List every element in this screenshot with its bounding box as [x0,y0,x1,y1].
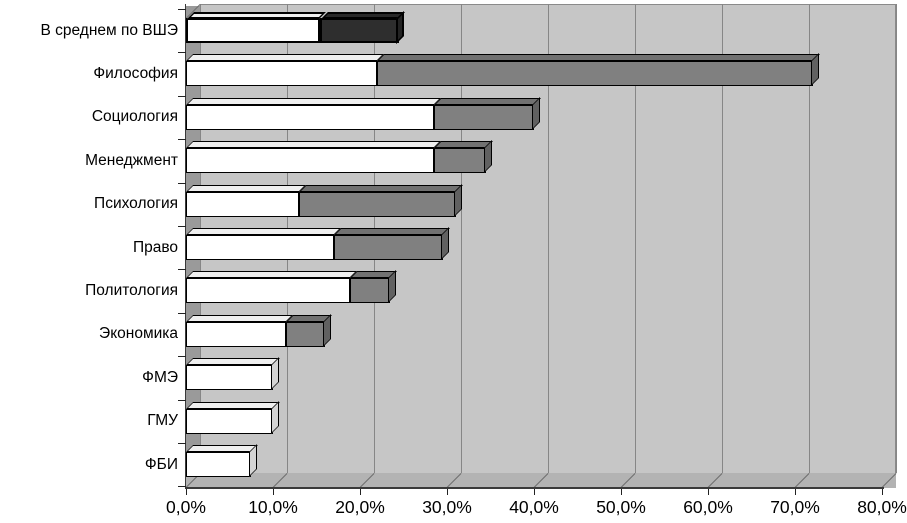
bar-segment-top-face [186,401,280,409]
bar-segment-top-face [186,358,280,366]
bar-segment-series-1 [186,357,280,391]
bar-segment-series-2 [286,313,332,347]
bar-segment-top-face [186,141,441,149]
bar-segment-series-1 [186,314,293,347]
bar-row [186,313,332,347]
category-axis-tick [178,443,186,444]
category-label: Социология [91,108,178,126]
bar-segment-top-face [186,271,357,279]
bar-segment-series-1 [186,228,341,260]
bar-row [186,96,541,130]
x-axis-tick-label: 0,0% [166,497,206,517]
category-axis-tick [178,486,186,488]
bar-segment-series-1 [186,400,280,434]
value-axis-tick [882,489,883,495]
bar-row [186,357,280,391]
category-label: Психология [94,195,178,213]
gridline [722,4,723,473]
bar-segment-series-1 [186,12,326,43]
value-axis-tick [708,489,709,495]
category-axis-tick [178,52,186,54]
category-axis-tick [178,139,186,141]
category-axis-tick [178,312,186,314]
bar-segment-top-face [299,184,463,192]
bar-segment-series-2 [434,96,541,130]
gridline [548,4,549,473]
bar-segment-top-face [186,314,293,322]
value-axis-tick [621,489,622,495]
bar-row [186,400,280,434]
gridline [809,4,810,473]
bar-segment-series-2 [434,140,493,174]
bar-segment-top-face [186,445,258,452]
bar-segment-top-face [186,228,341,235]
bar-segment-series-2 [350,270,397,304]
bar-segment-top-face [334,228,450,235]
x-axis-tick-label: 40,0% [509,497,559,517]
category-label: Экономика [99,325,178,343]
category-axis-tick [178,9,186,10]
bar-segment-series-1 [186,444,258,477]
category-label: ГМУ [147,412,178,430]
x-axis-tick-label: 10,0% [248,497,298,517]
bar-row [186,53,820,87]
bar-row [186,183,463,217]
bar-row [186,444,258,477]
gridline [635,4,636,473]
value-axis-tick [534,489,535,495]
category-axis-tick [178,399,186,401]
category-axis-tick [178,226,186,227]
bar-segment-top-face [186,184,306,192]
bar-segment-top-face [187,12,326,19]
bar-segment-series-1 [186,54,384,87]
bar-segment-series-1 [186,271,357,304]
bar-row [186,140,493,174]
bar-row [186,11,405,44]
category-label: Менеджмент [85,151,178,169]
x-axis-tick-label: 80,0% [857,497,907,517]
bar-segment-top-face [434,97,541,105]
bar-segment-series-2 [320,11,405,44]
category-axis-tick [178,182,186,184]
category-label: ФМЭ [142,368,178,386]
x-axis-tick-label: 20,0% [335,497,385,517]
x-axis-tick-label: 30,0% [422,497,472,517]
bar-segment-series-1 [186,184,306,217]
bar-segment-top-face [321,12,405,19]
value-axis-tick [186,489,187,495]
bar-segment-series-2 [377,53,820,87]
value-axis-tick [795,489,796,495]
value-axis-tick [447,489,448,495]
category-axis-tick [178,356,186,358]
gridline [896,4,897,473]
value-axis-line [185,487,884,489]
bar-row [186,270,397,304]
bar-segment-top-face [186,97,441,105]
bar-segment-top-face [186,54,384,62]
category-axis-line [185,4,186,488]
bar-segment-series-1 [186,141,441,174]
bar-segment-series-2 [299,183,463,217]
category-axis-tick [178,95,186,97]
x-axis-tick-label: 50,0% [596,497,646,517]
category-label: Политология [85,281,178,299]
value-axis-tick [273,489,274,495]
bar-segment-series-1 [186,97,441,130]
x-axis-tick-label: 70,0% [770,497,820,517]
category-label: Право [132,238,178,256]
category-label: ФБИ [144,455,178,473]
bar-segment-top-face [377,54,820,62]
category-label: В среднем по ВШЭ [40,21,179,39]
gridline [461,4,462,473]
bar-segment-series-2 [334,227,450,260]
x-axis-tick-label: 60,0% [683,497,733,517]
category-label: Философия [93,64,178,82]
category-axis-tick [178,269,186,271]
value-axis-tick [360,489,361,495]
bar-row [186,227,450,260]
